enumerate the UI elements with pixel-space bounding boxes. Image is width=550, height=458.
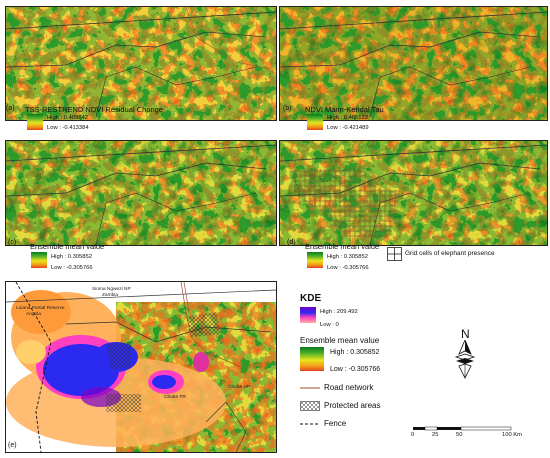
map-panel-d [279, 140, 548, 246]
map-panel-e: Sioma Ngwezi NP Zambia Luiana Partial Re… [5, 281, 277, 453]
scale-tick-100: 100 Km [502, 432, 522, 438]
scale-tick-25: 25 [432, 432, 439, 438]
color-ramp-c [31, 252, 47, 268]
legend-high-d: High : 0.305852 [327, 254, 368, 260]
map-panel-a [5, 6, 277, 121]
grid-cells-label: Grid cells of elephant presence [405, 250, 495, 257]
map-panel-c [5, 140, 277, 246]
road-network-label: Road network [324, 383, 374, 392]
fence-icon [300, 423, 320, 425]
label-chobe-np: Chobe NP [228, 385, 251, 390]
kde-color-ramp [300, 307, 316, 323]
scale-bar [413, 426, 512, 431]
legend-high-c: High : 0.305852 [51, 254, 92, 260]
protected-areas-label: Protected areas [324, 401, 381, 410]
panel-label-b: (b) [283, 105, 292, 112]
ensemble-map-c [6, 141, 276, 245]
grid-cells-icon [387, 247, 402, 261]
kde-legend-low: Low : 0 [320, 322, 339, 328]
label-angola: Angola [26, 312, 41, 317]
ndvi-map-b [280, 7, 547, 120]
panel-label-e: (e) [8, 442, 17, 449]
ensemble-legend-title: Ensemble mean value [300, 336, 380, 345]
label-luiana: Luiana Partial Reserve [16, 306, 65, 311]
legend-low-b: Low : -0.421489 [327, 125, 369, 131]
ensemble-map-d [280, 141, 547, 245]
north-label: N [461, 327, 470, 341]
north-arrow-icon [454, 340, 476, 379]
scale-tick-50: 50 [456, 432, 463, 438]
label-zambia: Zambia [102, 293, 118, 298]
panel-label-d: (d) [287, 239, 296, 246]
scale-tick-0: 0 [411, 432, 415, 438]
panel-label-c: (c) [8, 239, 17, 246]
legend-low-a: Low : -0.413384 [47, 125, 89, 131]
kde-map-e [6, 282, 276, 452]
ensemble-legend-low: Low : -0.305766 [330, 366, 381, 373]
legend-high-a: High : 0.409842 [47, 115, 88, 121]
legend-low-c: Low : -0.305766 [51, 265, 93, 271]
color-ramp-d [307, 252, 323, 268]
road-network-icon [300, 387, 320, 389]
legend-title-c: Ensemble mean value [30, 242, 105, 251]
kde-legend-title: KDE [300, 293, 322, 304]
ensemble-color-ramp [300, 347, 324, 371]
map-panel-b [279, 6, 548, 121]
kde-legend-high: High : 209.492 [320, 309, 358, 315]
ndvi-map-a [6, 7, 276, 120]
fence-label: Fence [324, 419, 347, 428]
color-ramp-a [27, 114, 43, 130]
legend-title-d: Ensemble mean value [305, 242, 380, 251]
color-ramp-b [307, 114, 323, 130]
elephant-grid-cells [290, 166, 400, 241]
legend-title-b: NDVI Mann-Kendal Tau [305, 105, 384, 114]
legend-low-d: Low : -0.305766 [327, 265, 369, 271]
legend-high-b: High : 0.406122 [327, 115, 368, 121]
panel-label-a: (a) [6, 105, 15, 112]
ensemble-legend-high: High : 0.305852 [330, 349, 380, 356]
protected-areas-icon [300, 401, 320, 411]
label-sioma-ngwezi: Sioma Ngwezi NP [92, 287, 131, 292]
label-chobe-fr: Chobe FR [164, 395, 186, 400]
legend-title-a: TSS-RESTREND NDVI Residual Change [25, 105, 163, 114]
